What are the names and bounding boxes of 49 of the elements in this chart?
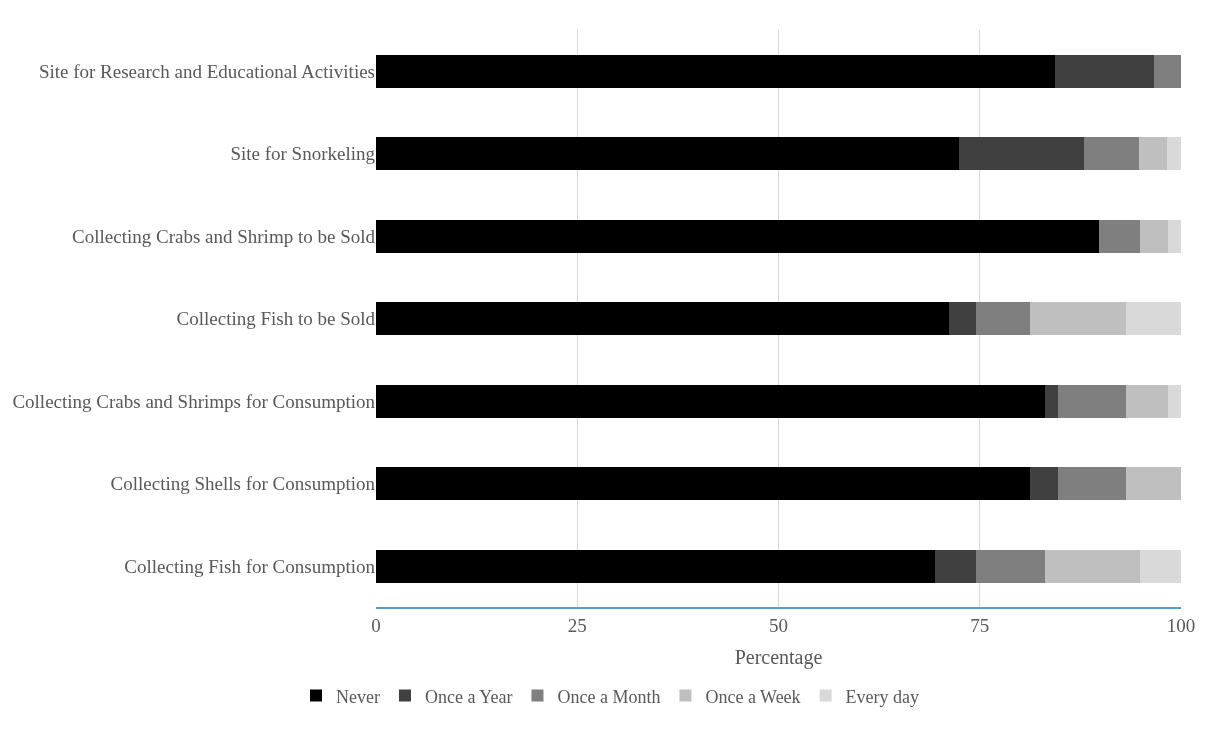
bar <box>949 302 976 336</box>
x-tick-label: 100 <box>1166 614 1196 636</box>
bar <box>1044 549 1140 583</box>
bar <box>376 467 1031 501</box>
bar <box>376 549 935 583</box>
bar <box>1139 549 1181 583</box>
x-tick-label: 75 <box>970 614 990 636</box>
bar <box>1168 219 1181 253</box>
bar <box>1126 467 1181 501</box>
bar <box>975 549 1045 583</box>
bar <box>1126 302 1181 336</box>
bar <box>376 219 1099 253</box>
bar <box>1057 467 1127 501</box>
y-tick-label: Collecting Crabs and Shrimp to be Sold <box>72 225 376 247</box>
x-tick-label: 50 <box>769 614 788 636</box>
y-tick-label: Site for Research and Educational Activities <box>38 60 375 82</box>
bar <box>1030 302 1127 336</box>
legend-label: Once a Week <box>705 686 801 707</box>
bar <box>958 137 1085 171</box>
bar <box>376 384 1045 418</box>
bar <box>1139 137 1168 171</box>
bar <box>1057 384 1127 418</box>
bar <box>975 302 1031 336</box>
legend-label: Once a Year <box>424 686 513 707</box>
bar <box>1153 54 1181 88</box>
bar <box>376 54 1056 88</box>
x-tick-label: 0 <box>371 614 381 636</box>
bar <box>1098 219 1140 253</box>
y-tick-label: Collecting Fish for Consumption <box>124 555 376 577</box>
legend-label: Once a Month <box>557 686 661 707</box>
y-tick-label: Site for Snorkeling <box>230 143 376 165</box>
bar <box>1126 384 1169 418</box>
bar <box>1139 219 1169 253</box>
y-tick-label: Collecting Crabs and Shrimps for Consumption <box>12 390 376 412</box>
bar <box>1084 137 1140 171</box>
y-tick-label: Collecting Shells for Consumption <box>110 473 376 495</box>
bar <box>1168 384 1181 418</box>
bar <box>1030 467 1058 501</box>
bar <box>376 302 950 336</box>
x-axis-title: Percentage <box>734 645 823 669</box>
bar <box>934 549 976 583</box>
y-tick-label: Collecting Fish to be Sold <box>176 308 376 330</box>
legend-label: Never <box>336 686 380 707</box>
x-tick-label: 25 <box>567 614 587 636</box>
bar <box>376 137 959 171</box>
legend-label: Every day <box>845 686 920 707</box>
bar <box>1044 384 1058 418</box>
bar <box>1167 137 1181 171</box>
bar <box>1055 54 1154 88</box>
